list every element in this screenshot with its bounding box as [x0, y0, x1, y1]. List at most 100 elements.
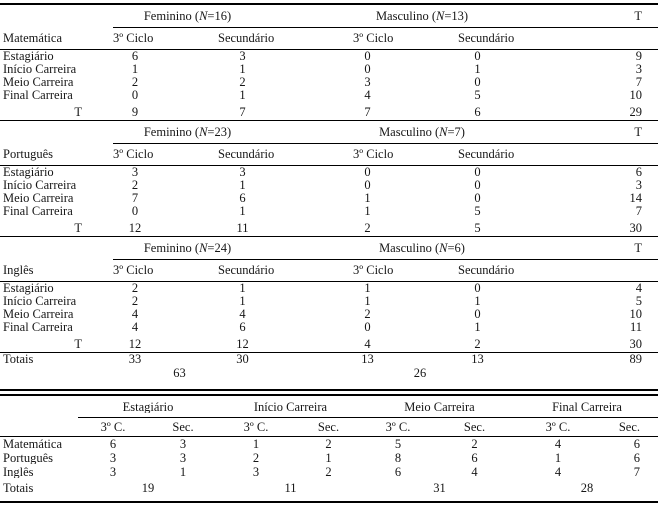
divider	[0, 49, 658, 50]
career-group-header-row: Estagiário Início Carreira Meio Carreira…	[0, 396, 658, 418]
row-total-cell: 3	[635, 63, 642, 76]
group-name: Masculino (	[379, 126, 440, 139]
row-label: Estagiário	[3, 282, 54, 295]
value-cell: 3	[109, 451, 117, 465]
value-cell: 2	[131, 282, 139, 295]
col-header: Secundário	[458, 148, 515, 161]
value-cell: 0	[364, 321, 371, 334]
value-cell: 7	[364, 105, 371, 118]
table-row: Estagiário 2 1 1 0 4	[0, 282, 658, 295]
value-cell: 1	[239, 205, 246, 218]
group-name: Feminino (	[143, 10, 200, 23]
row-total-cell: 9	[635, 50, 642, 63]
column-header-row: Português 3º Ciclo Secundário 3º Ciclo S…	[0, 144, 658, 165]
col-header: 3º Ciclo	[353, 32, 394, 45]
value-cell: 0	[474, 76, 481, 89]
value-cell: 0	[364, 50, 371, 63]
col-header: Sec.	[172, 420, 194, 434]
value-cell: 13	[361, 353, 374, 366]
value-cell: 0	[364, 63, 371, 76]
row-total-cell: 30	[629, 221, 643, 234]
value-cell: 6	[471, 451, 478, 465]
row-total-cell: 29	[629, 105, 643, 118]
value-cell: 6	[474, 105, 481, 118]
value-cell: 1	[325, 451, 332, 465]
value-cell: 0	[474, 192, 481, 205]
row-label: Meio Carreira	[3, 192, 74, 205]
value-cell: 0	[474, 282, 481, 295]
table-row: Início Carreira 1 1 0 1 3	[0, 63, 658, 76]
value-cell: 6	[109, 437, 117, 451]
row-label: Início Carreira	[3, 179, 77, 192]
value-cell: 3	[131, 166, 139, 179]
value-cell: 2	[364, 308, 371, 321]
value-cell: 4	[131, 308, 139, 321]
column-header-row: Inglês 3º Ciclo Secundário 3º Ciclo Secu…	[0, 260, 658, 281]
group-header-row: Feminino (N=16) Masculino (N=13) T	[0, 5, 658, 28]
total-column-header: T	[634, 242, 642, 255]
block-total-row: T 12 11 2 5 30	[0, 218, 658, 236]
value-cell: 4	[239, 308, 246, 321]
row-label: Matemática	[3, 437, 62, 451]
block-total-row: T 9 7 7 6 29	[0, 102, 658, 120]
col-header: Secundário	[218, 148, 275, 161]
value-cell: 6	[633, 451, 640, 465]
col-header: 3º Ciclo	[353, 148, 394, 161]
value-cell: 2	[131, 179, 139, 192]
row-total-cell: 10	[629, 308, 643, 321]
grand-total-row: Totais 33 30 13 13 89	[0, 353, 658, 366]
value-cell: 4	[554, 465, 562, 479]
col-header: Sec.	[618, 420, 640, 434]
value-cell: 5	[474, 221, 481, 234]
value-cell: 1	[239, 179, 246, 192]
value-cell: 1	[364, 205, 371, 218]
table-row: Estagiário 6 3 0 0 9	[0, 50, 658, 63]
value-cell: 6	[239, 192, 246, 205]
value-cell: 0	[364, 179, 371, 192]
row-total-cell: 10	[629, 89, 643, 102]
table-row: Meio Carreira 4 4 2 0 10	[0, 308, 658, 321]
value-cell: 0	[131, 89, 139, 102]
value-cell: 1	[179, 465, 187, 479]
n-symbol: N	[199, 242, 208, 255]
col-header: Secundário	[458, 32, 515, 45]
value-cell: 1	[554, 451, 562, 465]
col-header: Sec.	[317, 420, 340, 434]
bottom-rule	[0, 501, 658, 503]
col-header: 3º Ciclo	[113, 264, 154, 277]
total-column-header: T	[634, 10, 642, 23]
value-cell: 1	[252, 437, 260, 451]
row-label: Início Carreira	[3, 295, 77, 308]
row-label: Inglês	[3, 465, 34, 479]
group-total-cell: 31	[433, 482, 446, 495]
table-row: Final Carreira 0 1 4 5 10	[0, 89, 658, 102]
row-total-cell: 30	[629, 337, 643, 350]
table-row: Matemática 6 3 1 2 5 2 4 6	[0, 437, 658, 451]
value-cell: 4	[471, 465, 478, 479]
spanner-rule	[113, 259, 658, 260]
value-cell: 4	[364, 337, 371, 350]
divider	[0, 120, 658, 121]
col-header: 3º C.	[385, 420, 411, 434]
divider	[0, 236, 658, 237]
value-cell: 2	[474, 337, 481, 350]
value-cell: 6	[633, 437, 640, 451]
col-header: Secundário	[218, 32, 275, 45]
value-cell: 3	[239, 50, 246, 63]
value-cell: 7	[131, 192, 139, 205]
summary-table: Estagiário Início Carreira Meio Carreira…	[0, 396, 658, 503]
group-header-masculino: Masculino (N=13)	[315, 10, 535, 23]
group-header-meio-carreira: Meio Carreira	[404, 400, 475, 414]
n-symbol: N	[199, 126, 208, 139]
value-cell: 3	[179, 437, 187, 451]
value-cell: 6	[131, 50, 139, 63]
group-count: =23)	[207, 126, 232, 139]
row-total-cell: 11	[629, 321, 642, 334]
value-cell: 1	[474, 295, 481, 308]
n-symbol: N	[439, 126, 448, 139]
value-cell: 1	[474, 321, 481, 334]
subject-label: Português	[3, 148, 53, 161]
group-total-cell: 11	[284, 482, 297, 495]
value-cell: 2	[471, 437, 478, 451]
row-total-cell: 3	[635, 179, 642, 192]
